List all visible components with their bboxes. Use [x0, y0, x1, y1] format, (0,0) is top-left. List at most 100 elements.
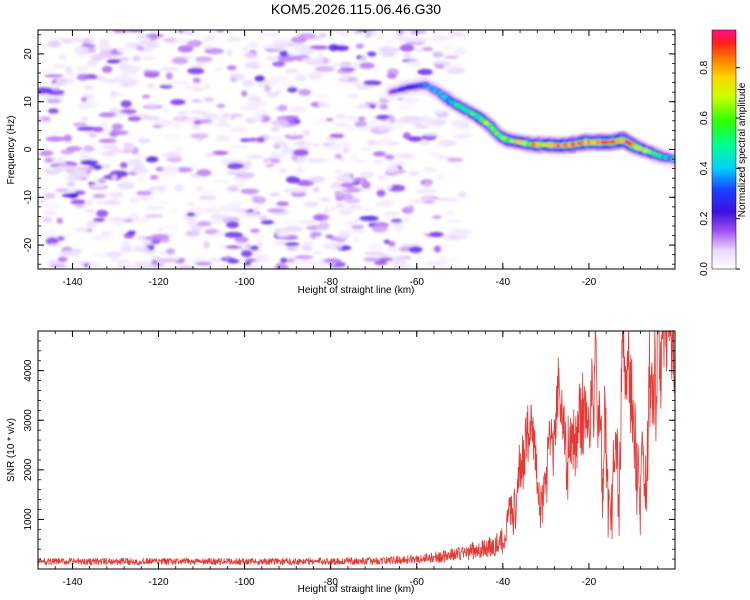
spectrogram-noise-blob	[226, 201, 244, 208]
spectrogram-noise-blob	[196, 169, 212, 177]
spectrogram-noise-blob	[41, 217, 54, 223]
spectrogram-noise-blob	[326, 143, 341, 151]
spectrogram-noise-blob	[344, 67, 356, 71]
spectrogram-noise-blob	[47, 40, 61, 48]
spectrogram-noise-blob	[58, 55, 67, 60]
spectrogram-noise-blob	[226, 65, 237, 71]
spectrogram-noise-blob	[407, 205, 414, 211]
spectrogram-noise-blob	[111, 174, 118, 181]
spectrogram-noise-blob	[401, 97, 420, 102]
spectrogram-noise-blob	[235, 242, 245, 247]
spectrogram-noise-blob	[249, 228, 261, 233]
spectrogram-noise-blob	[284, 68, 299, 74]
spectrogram-noise-blob	[353, 81, 362, 88]
spectrogram-noise-blob	[245, 244, 253, 249]
spectrogram-noise-blob	[253, 204, 263, 209]
spectrogram-noise-blob	[89, 133, 98, 138]
spectrogram-noise-blob	[44, 192, 56, 199]
spectrogram-noise-blob	[144, 214, 164, 218]
spectrogram-noise-blob	[66, 146, 82, 152]
spectrogram-noise-blob	[117, 230, 125, 236]
spectrogram-noise-blob	[349, 153, 358, 160]
spectrogram-noise-blob	[174, 184, 184, 192]
spectrogram-noise-blob	[383, 239, 391, 244]
spectrogram-noise-blob	[203, 45, 215, 50]
spectrogram-noise-blob	[235, 172, 255, 179]
spectrogram-noise-blob	[241, 250, 253, 258]
colorbar-tick-label: 0.0	[699, 262, 710, 276]
spectrogram-noise-blob	[82, 145, 95, 153]
spectrogram-noise-blob	[432, 51, 444, 58]
y-tick-label: 1000	[23, 508, 34, 531]
spectrogram-noise-blob	[186, 40, 201, 48]
spectrogram-noise-blob	[375, 202, 391, 207]
spectrogram-noise-blob	[244, 52, 258, 59]
spectrogram-noise-blob	[191, 124, 201, 130]
spectrogram-noise-blob	[162, 151, 182, 159]
spectrogram-noise-blob	[394, 36, 411, 42]
spectrogram-noise-blob	[111, 92, 125, 97]
colorbar-gradient	[711, 29, 737, 270]
spectrogram-noise-blob	[248, 95, 262, 102]
colorbar: 0.0 0.2 0.4 0.6 0.8 Normalized spectral ampl…	[699, 29, 748, 276]
spectrogram-noise-blob	[309, 231, 323, 237]
spectrogram-noise-blob	[423, 166, 437, 173]
spectrogram-noise-blob	[335, 121, 350, 128]
spectrogram-noise-blob	[42, 210, 58, 216]
spectrogram-noise-blob	[227, 258, 240, 264]
spectrogram-noise-blob	[359, 147, 372, 152]
spectrogram-noise-blob	[428, 118, 447, 127]
spectrogram-noise-blob	[124, 145, 136, 152]
spectrogram-noise-blob	[339, 182, 355, 188]
spectrogram-noise-blob	[160, 66, 179, 72]
spectrogram-noise-blob	[309, 158, 330, 163]
spectrogram-noise-blob	[87, 59, 98, 67]
spectrogram-noise-blob	[117, 259, 130, 263]
spectrogram-noise-blob	[284, 242, 300, 247]
spectrogram-noise-blob	[173, 37, 185, 46]
spectrogram-noise-blob	[203, 83, 211, 90]
spectrogram-noise-blob	[219, 264, 230, 269]
spectrogram-noise-blob	[371, 225, 388, 233]
spectrogram-noise-blob	[401, 115, 420, 122]
spectrogram-noise-blob	[190, 109, 206, 115]
spectrogram-noise-blob	[192, 77, 201, 84]
spectrogram-noise-blob	[446, 157, 464, 162]
spectrogram-noise-blob	[432, 109, 445, 114]
spectrogram-noise-blob	[184, 118, 196, 124]
spectrogram-noise-blob	[435, 155, 451, 160]
spectrogram-noise-blob	[285, 115, 300, 120]
spectrogram-noise-blob	[291, 153, 299, 161]
spectrogram-noise-blob	[376, 189, 386, 197]
spectrogram-noise-blob	[177, 110, 189, 115]
spectrogram-noise-blob	[384, 154, 395, 160]
spectrogram-noise-blob	[243, 165, 251, 171]
spectrogram-noise-blob	[119, 162, 128, 169]
spectrogram-noise-blob	[216, 30, 225, 33]
spectrogram-noise-blob	[287, 86, 298, 93]
spectrogram-noise-blob	[96, 209, 109, 218]
spectrogram-noise-blob	[101, 144, 119, 150]
spectrogram-noise-blob	[340, 74, 350, 81]
spectrogram-noise-blob	[303, 200, 320, 208]
spectrogram-noise-blob	[145, 33, 165, 38]
spectrogram-noise-blob	[437, 175, 446, 180]
x-tick-label: -100	[235, 577, 255, 588]
spectrogram-noise-blob	[269, 153, 286, 159]
spectrogram-noise-blob	[138, 40, 156, 45]
spectrogram-noise-blob	[76, 102, 94, 109]
spectrogram-noise-blob	[355, 43, 364, 49]
spectrogram-noise-blob	[337, 193, 354, 200]
spectrogram-noise-blob	[307, 72, 324, 80]
spectrogram-noise-blob	[278, 104, 288, 112]
spectrogram-noise-blob	[373, 68, 381, 74]
spectrogram-noise-blob	[387, 246, 399, 254]
spectrogram-noise-blob	[423, 132, 440, 137]
spectrogram-noise-blob	[273, 241, 288, 246]
spectrogram-noise-blob	[203, 206, 223, 214]
spectrogram-noise-blob	[145, 102, 159, 108]
spectrogram-noise-blob	[270, 119, 289, 127]
spectrogram-noise-blob	[251, 65, 260, 69]
spectrogram-noise-blob	[402, 52, 412, 59]
